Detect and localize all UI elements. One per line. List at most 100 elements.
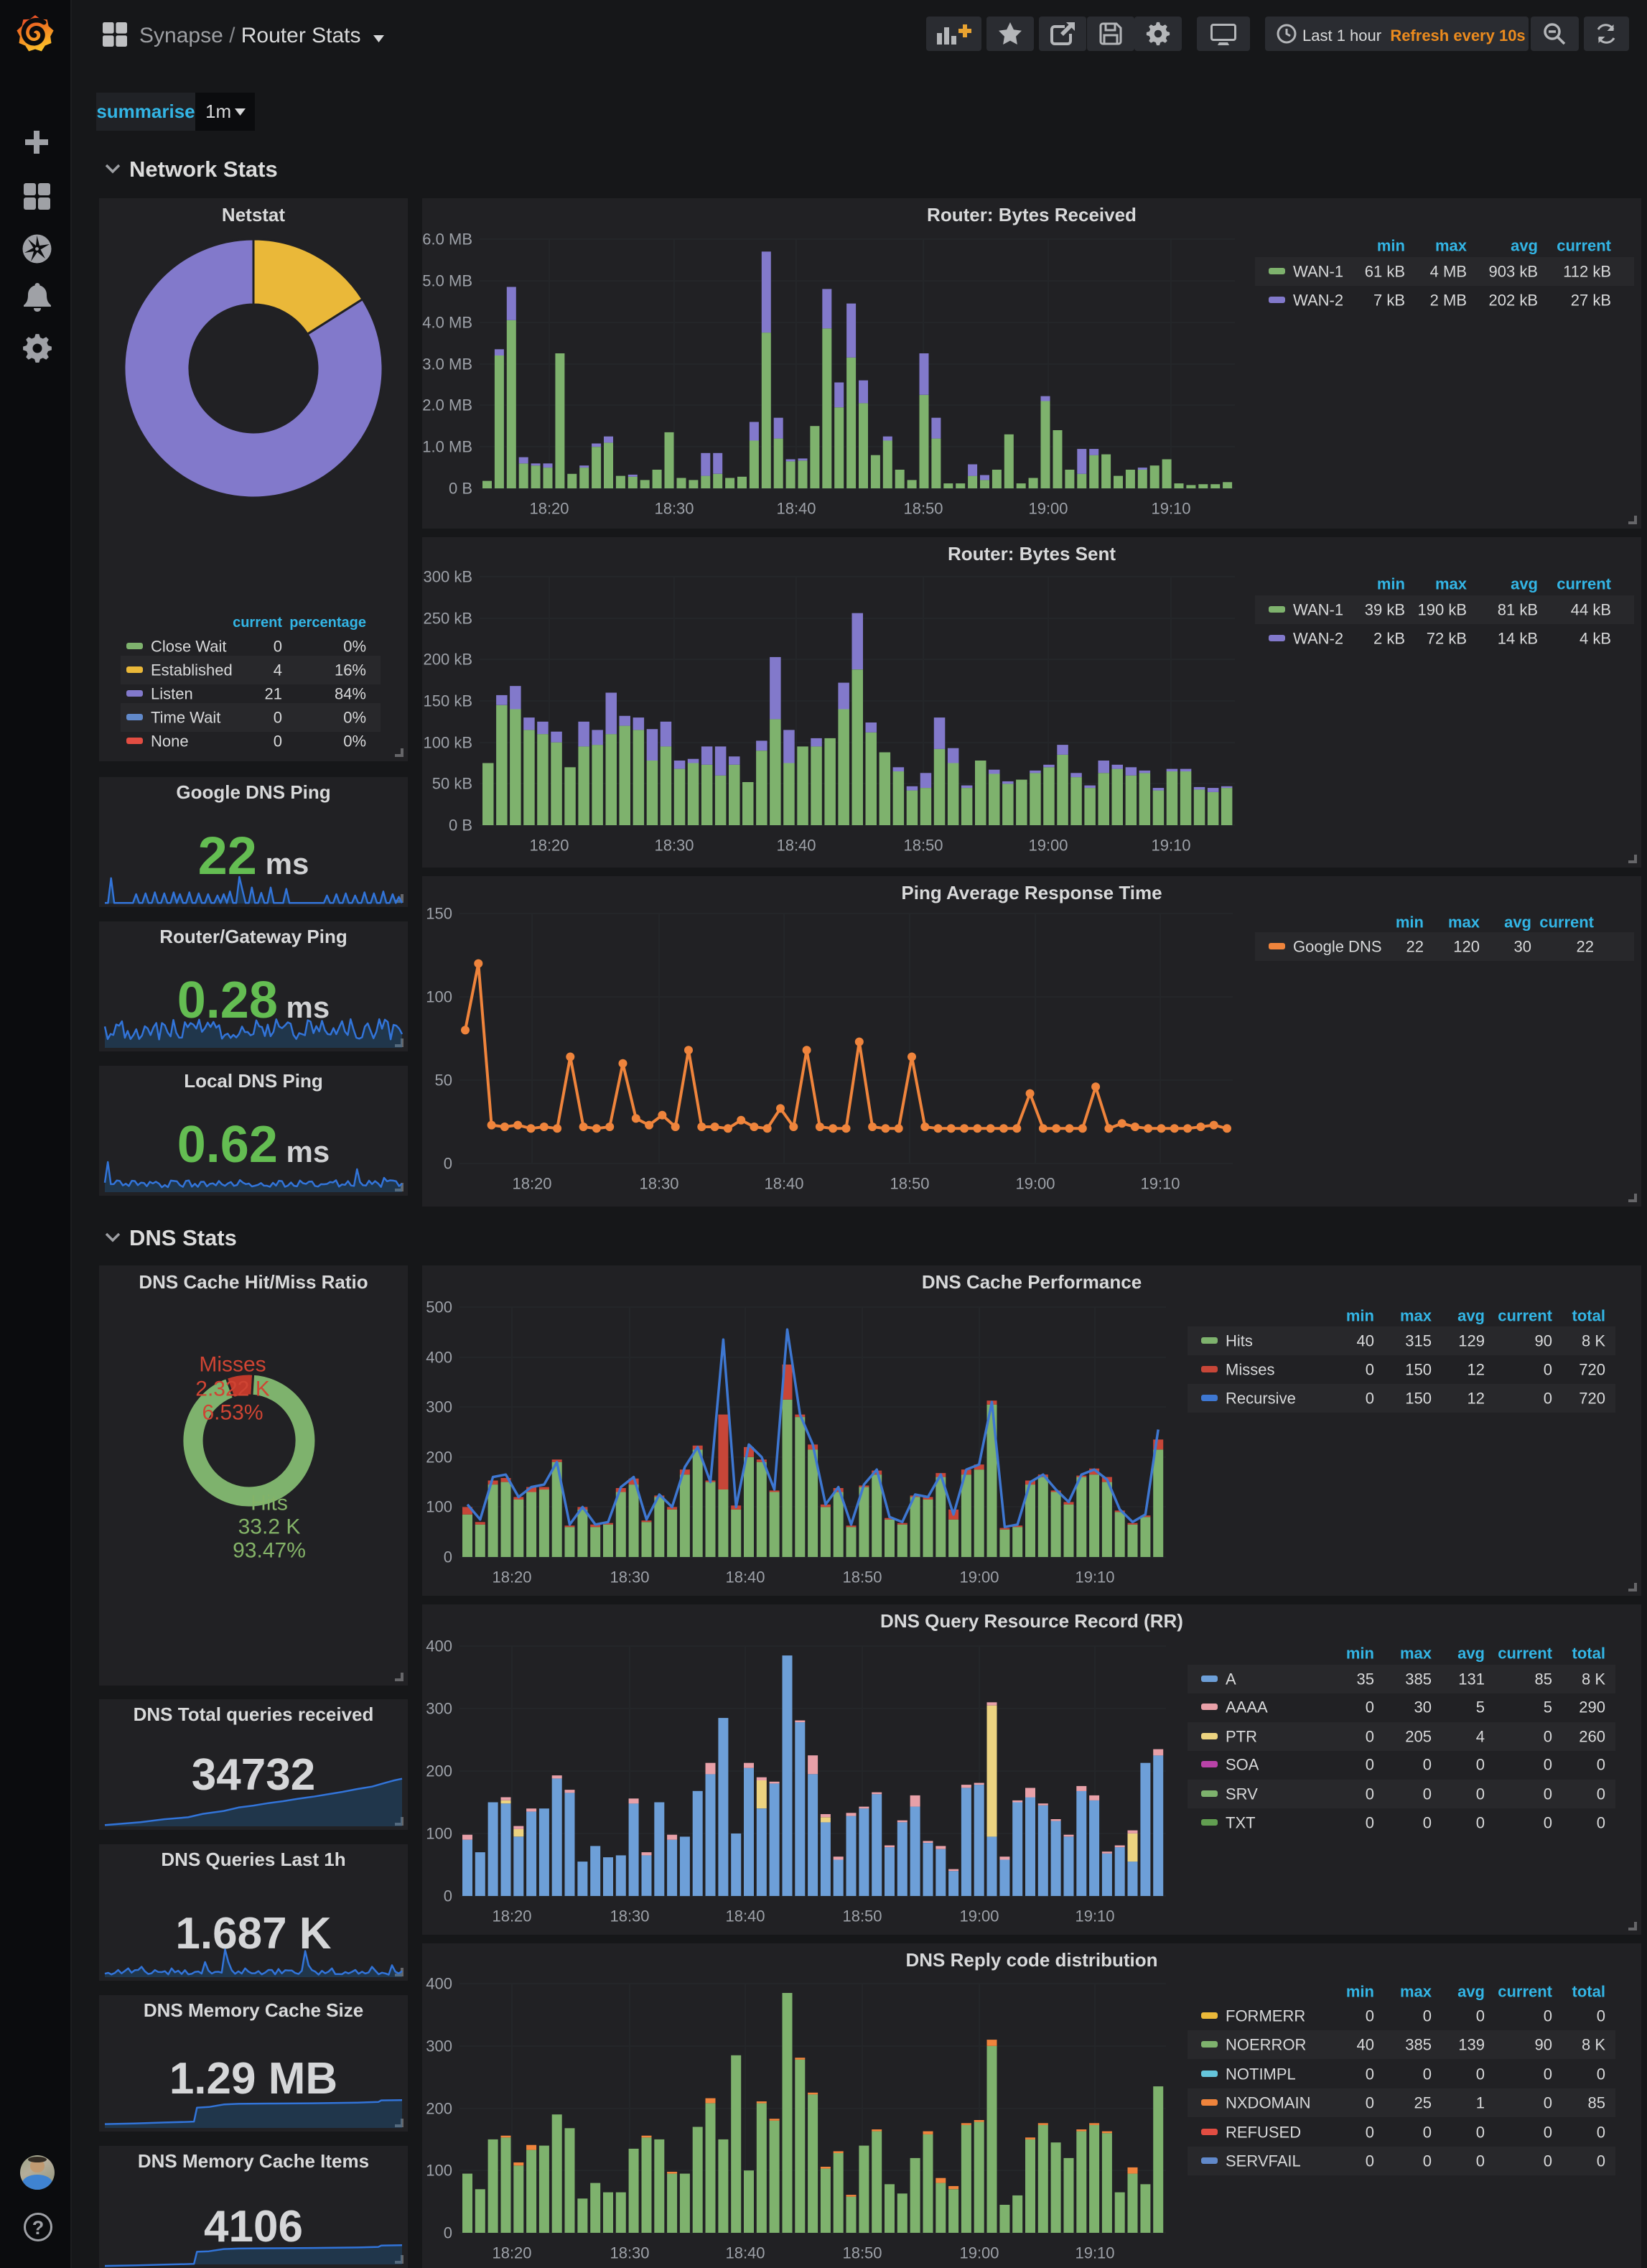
svg-text:22: 22 — [1577, 938, 1594, 956]
svg-text:21: 21 — [265, 685, 282, 703]
svg-text:385: 385 — [1405, 1670, 1432, 1688]
svg-text:18:20: 18:20 — [492, 1907, 531, 1925]
svg-text:44 kB: 44 kB — [1571, 601, 1611, 619]
svg-text:0: 0 — [1544, 2065, 1552, 2083]
svg-text:avg: avg — [1511, 237, 1538, 255]
svg-text:903 kB: 903 kB — [1489, 263, 1539, 281]
svg-text:18:20: 18:20 — [492, 2244, 531, 2262]
svg-text:0: 0 — [1366, 1728, 1374, 1746]
svg-text:avg: avg — [1504, 914, 1531, 931]
svg-text:WAN-1: WAN-1 — [1293, 263, 1343, 281]
svg-text:18:20: 18:20 — [529, 500, 569, 518]
svg-text:0: 0 — [1544, 1814, 1552, 1832]
svg-text:30: 30 — [1414, 1698, 1432, 1716]
svg-text:315: 315 — [1405, 1332, 1432, 1350]
svg-text:TXT: TXT — [1226, 1814, 1256, 1832]
svg-text:120: 120 — [1453, 938, 1480, 956]
svg-text:min: min — [1346, 1307, 1374, 1325]
svg-text:Listen: Listen — [151, 685, 193, 703]
svg-text:100: 100 — [426, 2162, 452, 2180]
svg-text:129: 129 — [1458, 1332, 1485, 1350]
svg-text:200: 200 — [426, 1449, 452, 1467]
svg-text:39 kB: 39 kB — [1365, 601, 1405, 619]
svg-text:min: min — [1396, 914, 1424, 931]
svg-text:0: 0 — [1544, 1785, 1552, 1803]
svg-text:min: min — [1346, 1645, 1374, 1663]
svg-text:WAN-2: WAN-2 — [1293, 630, 1343, 648]
svg-text:18:40: 18:40 — [725, 2244, 765, 2262]
svg-text:205: 205 — [1405, 1728, 1432, 1746]
svg-text:0: 0 — [1366, 1785, 1374, 1803]
svg-text:5: 5 — [1544, 1698, 1552, 1716]
svg-text:290: 290 — [1579, 1698, 1605, 1716]
svg-text:Close Wait: Close Wait — [151, 638, 227, 656]
svg-text:18:20: 18:20 — [529, 837, 569, 855]
svg-text:100: 100 — [426, 988, 452, 1006]
svg-text:0: 0 — [444, 1548, 452, 1566]
svg-text:0: 0 — [1597, 1814, 1605, 1832]
svg-text:18:30: 18:30 — [654, 837, 694, 855]
svg-text:14 kB: 14 kB — [1498, 630, 1538, 648]
svg-text:0: 0 — [1597, 2124, 1605, 2142]
svg-text:18:30: 18:30 — [639, 1175, 678, 1193]
svg-text:22: 22 — [1406, 938, 1424, 956]
svg-text:0: 0 — [1423, 1814, 1432, 1832]
svg-text:50 kB: 50 kB — [432, 775, 472, 793]
svg-text:REFUSED: REFUSED — [1226, 2124, 1301, 2142]
svg-text:0: 0 — [1366, 2065, 1374, 2083]
svg-text:131: 131 — [1458, 1670, 1485, 1688]
svg-text:0: 0 — [1597, 2065, 1605, 2083]
svg-text:19:10: 19:10 — [1140, 1175, 1180, 1193]
svg-text:0: 0 — [1423, 2007, 1432, 2025]
svg-text:avg: avg — [1457, 1983, 1485, 2001]
svg-text:NOERROR: NOERROR — [1226, 2036, 1306, 2054]
svg-text:4: 4 — [1476, 1728, 1485, 1746]
svg-text:Misses: Misses — [199, 1353, 266, 1377]
svg-text:Google DNS: Google DNS — [1293, 938, 1382, 956]
svg-text:4 kB: 4 kB — [1580, 630, 1611, 648]
svg-text:0: 0 — [1366, 1698, 1374, 1716]
svg-text:0: 0 — [1423, 1785, 1432, 1803]
svg-text:18:30: 18:30 — [610, 1568, 649, 1586]
svg-text:35: 35 — [1357, 1670, 1374, 1688]
svg-text:18:30: 18:30 — [610, 2244, 649, 2262]
svg-text:150: 150 — [426, 905, 452, 923]
svg-text:SRV: SRV — [1226, 1785, 1258, 1803]
svg-text:avg: avg — [1457, 1645, 1485, 1663]
svg-text:total: total — [1572, 1645, 1605, 1663]
svg-text:190 kB: 190 kB — [1418, 601, 1468, 619]
svg-text:0 B: 0 B — [449, 480, 472, 498]
svg-text:90: 90 — [1535, 1332, 1552, 1350]
svg-text:WAN-1: WAN-1 — [1293, 601, 1343, 619]
svg-text:0: 0 — [1597, 2007, 1605, 2025]
svg-text:300: 300 — [426, 1700, 452, 1718]
svg-text:500: 500 — [426, 1298, 452, 1316]
svg-text:2 MB: 2 MB — [1430, 292, 1467, 310]
svg-text:0: 0 — [1366, 2124, 1374, 2142]
svg-text:0: 0 — [1597, 2152, 1605, 2170]
svg-text:0: 0 — [274, 709, 282, 727]
svg-text:19:00: 19:00 — [1028, 500, 1068, 518]
svg-text:0: 0 — [1423, 1756, 1432, 1774]
svg-text:6.53%: 6.53% — [202, 1401, 263, 1425]
svg-text:19:00: 19:00 — [959, 1568, 999, 1586]
svg-text:18:40: 18:40 — [725, 1907, 765, 1925]
svg-text:300 kB: 300 kB — [424, 568, 473, 586]
svg-text:0: 0 — [1476, 2007, 1485, 2025]
svg-text:current: current — [1557, 575, 1611, 593]
svg-text:0: 0 — [1366, 2152, 1374, 2170]
svg-text:18:50: 18:50 — [842, 2244, 882, 2262]
svg-text:0 B: 0 B — [449, 817, 472, 835]
svg-text:0: 0 — [1476, 1756, 1485, 1774]
svg-text:0: 0 — [1366, 1814, 1374, 1832]
svg-text:72 kB: 72 kB — [1427, 630, 1467, 648]
svg-text:0: 0 — [1476, 1785, 1485, 1803]
svg-text:0%: 0% — [343, 638, 366, 656]
svg-text:None: None — [151, 733, 189, 750]
svg-text:0%: 0% — [343, 709, 366, 727]
svg-text:12: 12 — [1468, 1361, 1485, 1379]
svg-text:720: 720 — [1579, 1361, 1605, 1379]
svg-text:8 K: 8 K — [1582, 1670, 1605, 1688]
svg-text:min: min — [1346, 1983, 1374, 2001]
svg-text:0: 0 — [1366, 1361, 1374, 1379]
